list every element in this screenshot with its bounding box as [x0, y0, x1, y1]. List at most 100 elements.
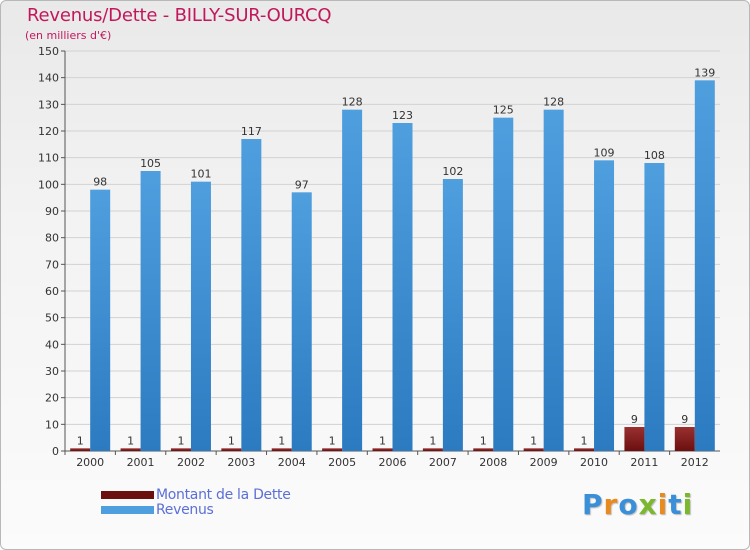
bar-dette: [221, 448, 242, 451]
data-label-revenus: 98: [93, 176, 107, 189]
y-tick-label: 20: [45, 392, 59, 405]
legend-swatch-revenus: [101, 505, 154, 514]
y-tick-label: 110: [38, 152, 59, 165]
bar-dette: [322, 448, 343, 451]
bar-revenus: [90, 189, 111, 451]
x-tick-label: 2012: [681, 456, 709, 469]
y-tick-label: 70: [45, 258, 59, 271]
y-tick-label: 40: [45, 338, 59, 351]
y-tick-label: 10: [45, 418, 59, 431]
bar-revenus: [291, 192, 312, 452]
y-tick-label: 100: [38, 178, 59, 191]
y-tick-label: 120: [38, 125, 59, 138]
bar-dette: [372, 448, 393, 451]
legend-label-revenus: Revenus: [156, 501, 214, 518]
data-label-dette: 1: [77, 434, 84, 447]
bar-revenus: [543, 109, 564, 452]
data-label-dette: 1: [429, 434, 436, 447]
data-label-revenus: 139: [694, 66, 715, 79]
data-label-revenus: 97: [295, 178, 309, 191]
logo-letter: i: [682, 488, 694, 521]
bar-dette: [271, 448, 292, 451]
bar-revenus: [342, 109, 363, 452]
bar-dette: [473, 448, 494, 451]
proxiti-logo: Proxiti: [582, 488, 693, 521]
data-label-revenus: 128: [543, 96, 564, 109]
bar-revenus: [241, 139, 262, 451]
logo-letter: i: [657, 488, 669, 521]
bar-revenus: [140, 171, 161, 451]
chart-title: Revenus/Dette - BILLY-SUR-OURCQ: [27, 5, 332, 26]
legend-label-dette: Montant de la Dette: [156, 486, 291, 503]
logo-letter: P: [582, 488, 604, 521]
logo-letter: t: [668, 488, 683, 521]
data-label-dette: 1: [177, 434, 184, 447]
y-tick-label: 60: [45, 285, 59, 298]
logo-letter: r: [603, 488, 619, 521]
data-label-revenus: 102: [442, 165, 463, 178]
data-label-dette: 1: [530, 434, 537, 447]
data-label-dette: 1: [581, 434, 588, 447]
bar-revenus: [644, 163, 665, 451]
bar-revenus: [594, 160, 615, 452]
x-tick-label: 2004: [278, 456, 306, 469]
chart-subtitle: (en milliers d'€): [25, 29, 112, 42]
x-tick-label: 2006: [379, 456, 407, 469]
y-tick-label: 90: [45, 205, 59, 218]
x-tick-label: 2002: [177, 456, 205, 469]
data-label-dette: 1: [379, 434, 386, 447]
data-label-dette: 1: [228, 434, 235, 447]
bar-revenus: [694, 80, 715, 451]
bar-dette: [422, 448, 443, 451]
x-tick-label: 2000: [76, 456, 104, 469]
legend-item-dette: Montant de la Dette: [101, 486, 291, 503]
bar-revenus: [190, 181, 211, 451]
data-label-revenus: 117: [241, 125, 262, 138]
legend-swatch-dette: [101, 490, 154, 499]
y-tick-label: 80: [45, 232, 59, 245]
logo-letter: x: [638, 488, 658, 521]
data-label-revenus: 128: [342, 96, 363, 109]
bar-dette: [574, 448, 595, 451]
bar-dette: [170, 448, 191, 451]
data-label-dette: 1: [127, 434, 134, 447]
y-tick-label: 130: [38, 98, 59, 111]
data-label-revenus: 101: [190, 168, 211, 181]
y-tick-label: 50: [45, 312, 59, 325]
data-label-dette: 1: [480, 434, 487, 447]
x-tick-label: 2008: [479, 456, 507, 469]
y-tick-label: 30: [45, 365, 59, 378]
bar-revenus: [493, 117, 514, 452]
data-label-revenus: 108: [644, 149, 665, 162]
y-tick-label: 150: [38, 45, 59, 58]
x-tick-label: 2007: [429, 456, 457, 469]
bar-dette: [523, 448, 544, 451]
data-label-dette: 9: [681, 413, 688, 426]
data-label-revenus: 125: [493, 104, 514, 117]
bar-revenus: [392, 123, 413, 451]
bar-dette: [624, 427, 645, 451]
data-label-revenus: 105: [140, 157, 161, 170]
y-tick-label: 140: [38, 72, 59, 85]
x-tick-label: 2005: [328, 456, 356, 469]
x-tick-label: 2010: [580, 456, 608, 469]
logo-letter: o: [618, 488, 639, 521]
bar-dette: [70, 448, 91, 451]
bar-dette: [120, 448, 141, 451]
data-label-dette: 1: [329, 434, 336, 447]
bar-revenus: [442, 179, 463, 451]
data-label-dette: 9: [631, 413, 638, 426]
x-tick-label: 2003: [227, 456, 255, 469]
x-tick-label: 2001: [127, 456, 155, 469]
x-tick-label: 2011: [630, 456, 658, 469]
legend-item-revenus: Revenus: [101, 501, 291, 518]
data-label-revenus: 123: [392, 109, 413, 122]
legend: Montant de la Dette Revenus: [101, 486, 291, 518]
y-tick-label: 0: [52, 445, 59, 458]
data-label-dette: 1: [278, 434, 285, 447]
bar-dette: [674, 427, 695, 451]
data-label-revenus: 109: [594, 146, 615, 159]
x-tick-label: 2009: [530, 456, 558, 469]
